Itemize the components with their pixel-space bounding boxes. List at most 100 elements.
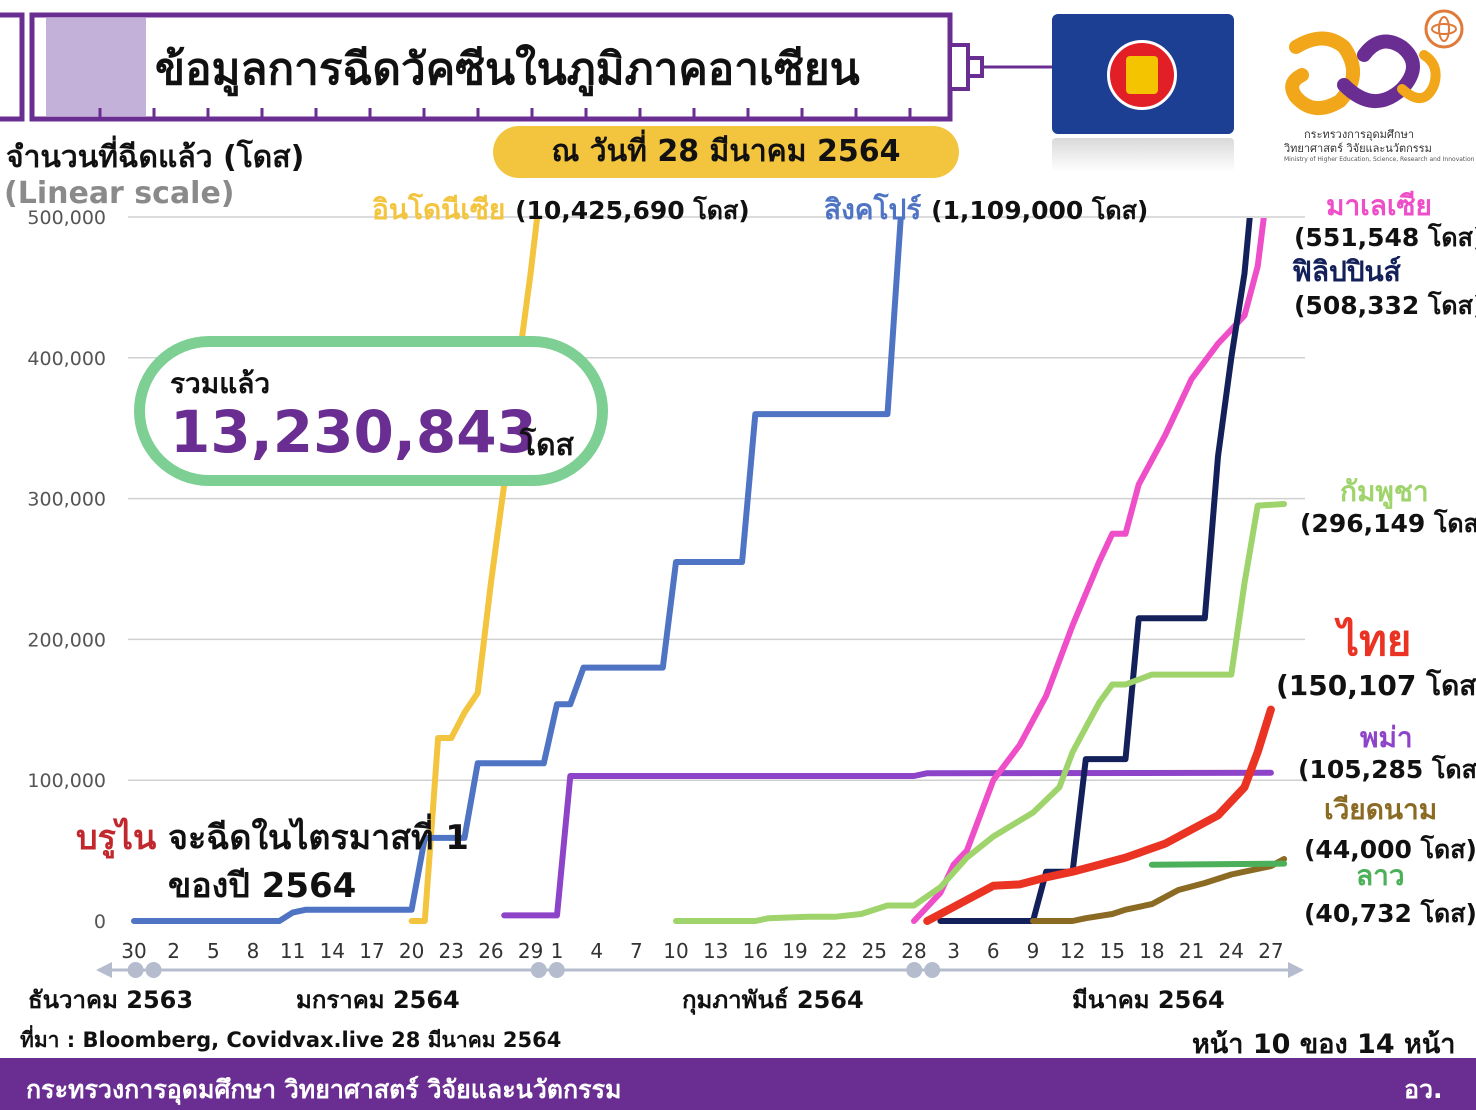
x-tick-label: 25 [862,939,887,963]
series-line-laos [1148,860,1288,868]
x-tick-label: 29 [518,939,543,963]
y-tick-label: 500,000 [27,207,106,229]
arrow-left-icon [96,962,112,978]
syringe-banner [0,12,1052,122]
page-title: ข้อมูลการฉีดวัคซีนในภูมิภาคอาเซียน [155,44,860,95]
x-tick-label: 12 [1060,939,1085,963]
x-tick-label: 22 [822,939,847,963]
x-tick-label: 30 [121,939,146,963]
y-tick-label: 100,000 [27,770,106,792]
x-tick-label: 28 [901,939,926,963]
ministry-name-en: Ministry of Higher Education, Science, R… [1284,156,1475,163]
month-boundary-dot [924,962,941,978]
laos-name: ลาว [1356,859,1405,892]
indonesia-value: (10,425,690 โดส) [515,196,750,225]
x-tick-label: 13 [703,939,728,963]
x-tick-label: 11 [280,939,305,963]
malaysia-name: มาเลเซีย [1326,189,1432,222]
scale-note: (Linear scale) [4,176,235,211]
myanmar-value: (105,285 โดส) [1298,755,1476,784]
y-axis-title: จำนวนที่ฉีดแล้ว (โดส) [6,140,305,175]
month-boundary-dot [530,962,547,978]
brunei-note-line2: ของปี 2564 [168,866,357,906]
month-boundary-dot [127,962,144,978]
footer-bar [0,1058,1476,1110]
month-label-dec: ธันวาคม 2563 [28,986,194,1014]
series-line-thailand [923,705,1275,925]
syringe-plunger [0,12,25,122]
flag-reflection [1052,138,1234,172]
y-tick-label: 200,000 [27,629,106,651]
ministry-logo [1285,9,1464,115]
x-tick-label: 9 [1027,939,1040,963]
x-tick-label: 10 [663,939,688,963]
month-label-mar: มีนาคม 2564 [1072,986,1225,1014]
series-line-cambodia [673,501,1288,924]
series-line-indonesia [408,218,541,924]
x-tick-label: 14 [320,939,345,963]
x-tick-label: 17 [359,939,384,963]
x-tick-label: 3 [947,939,960,963]
atom-icon [1424,9,1464,49]
series-line-philippines [937,218,1253,924]
x-tick-label: 15 [1100,939,1125,963]
x-tick-label: 4 [590,939,603,963]
series-line-singapore [131,218,904,924]
label-indonesia: อินโดนีเซีย (10,425,690 โดส) [372,188,750,232]
total-callout [134,336,608,486]
x-tick-label: 16 [743,939,768,963]
brunei-note: บรูไน จะฉีดในไตรมาสที่ 1 [76,810,469,864]
month-label-feb: กุมภาพันธ์ 2564 [682,986,864,1014]
singapore-value: (1,109,000 โดส) [931,196,1149,225]
x-tick-label: 27 [1258,939,1283,963]
indonesia-name: อินโดนีเซีย [372,193,506,226]
ministry-name: กระทรวงการอุดมศึกษา วิทยาศาสตร์ วิจัยและ… [1284,128,1432,156]
vietnam-value: (44,000 โดส) [1304,835,1476,864]
x-tick-label: 19 [782,939,807,963]
x-tick-label: 5 [207,939,220,963]
singapore-name: สิงคโปร์ [824,193,922,226]
x-tick-label: 26 [478,939,503,963]
syringe-fill [46,18,146,116]
y-tick-label: 0 [94,911,106,933]
arrow-right-icon [1288,962,1304,978]
total-label: รวมแล้ว [170,367,271,400]
series-line-vietnam [1030,856,1288,924]
philippines-value: (508,332 โดส) [1294,291,1476,320]
total-value: 13,230,843 [170,398,537,466]
ministry-name-line2: วิทยาศาสตร์ วิจัยและนวัตกรรม [1284,142,1432,155]
x-tick-label: 24 [1219,939,1244,963]
month-boundary-dot [906,962,923,978]
x-tick-label: 6 [987,939,1000,963]
source-note: ที่มา : Bloomberg, Covidvax.live 28 มีนา… [20,1028,562,1052]
label-singapore: สิงคโปร์ (1,109,000 โดส) [824,188,1148,232]
thailand-name: ไทย [1338,616,1412,665]
x-tick-label: 1 [551,939,564,963]
cambodia-name: กัมพูชา [1340,475,1429,508]
footer-ministry: กระทรวงการอุดมศึกษา วิทยาศาสตร์ วิจัยและ… [26,1075,622,1104]
philippines-name: ฟิลิปปินส์ [1292,255,1401,288]
brunei-name: บรูไน [76,818,157,858]
thailand-value: (150,107 โดส) [1276,669,1476,702]
month-boundary-dot [145,962,162,978]
brunei-note-line1: จะฉีดในไตรมาสที่ 1 [168,818,469,858]
footer-abbrev: อว. [1404,1075,1443,1104]
ministry-name-line1: กระทรวงการอุดมศึกษา [1304,128,1414,141]
series-line-malaysia [911,218,1267,924]
y-tick-label: 400,000 [27,348,106,370]
cambodia-value: (296,149 โดส) [1300,509,1476,538]
asean-flag [1052,14,1234,134]
myanmar-name: พม่า [1360,721,1413,754]
laos-value: (40,732 โดส) [1304,899,1476,928]
total-unit: โดส [520,428,574,463]
vaccination-chart: 0 100,000 200,000 300,000 400,000 500,000 30 2… [27,207,1305,978]
month-label-jan: มกราคม 2564 [296,986,460,1014]
x-tick-label: 18 [1139,939,1164,963]
malaysia-value: (551,548 โดส) [1294,223,1476,252]
asean-emblem-icon [1107,40,1177,110]
x-tick-label: 23 [439,939,464,963]
x-tick-label: 7 [630,939,643,963]
month-boundary-dot [548,962,565,978]
vietnam-name: เวียดนาม [1324,793,1438,826]
x-tick-label: 20 [399,939,424,963]
